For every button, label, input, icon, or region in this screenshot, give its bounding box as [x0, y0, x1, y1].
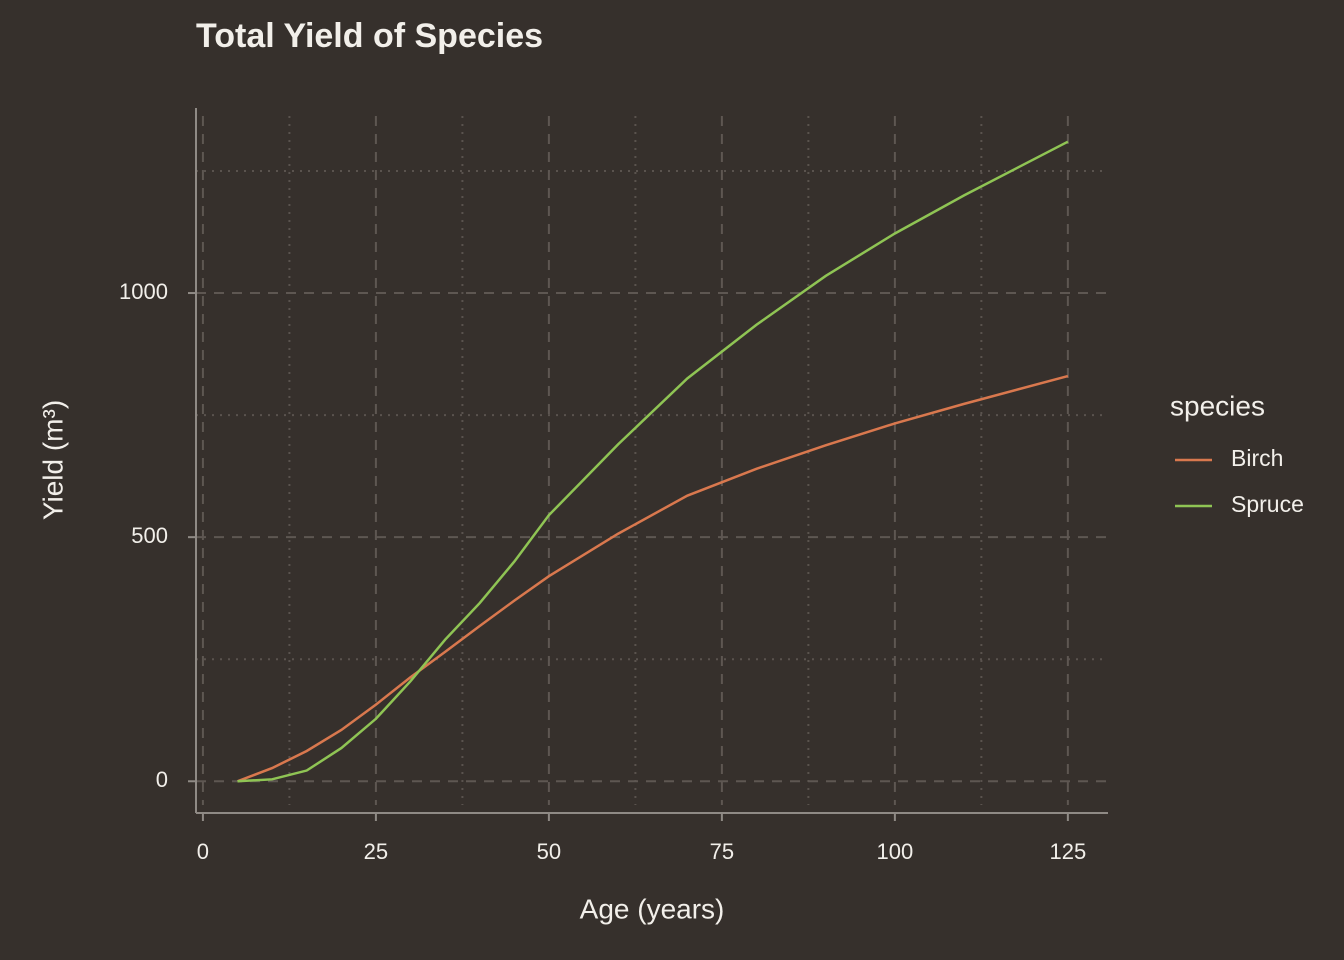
y-tick-label: 0 — [156, 767, 168, 792]
legend-label: Spruce — [1231, 491, 1304, 517]
y-tick-label: 500 — [131, 523, 168, 548]
x-tick-label: 25 — [364, 839, 388, 864]
legend-label: Birch — [1231, 445, 1283, 471]
x-tick-label: 100 — [877, 839, 914, 864]
x-tick-label: 75 — [710, 839, 734, 864]
y-axis-label: Yield (m³) — [37, 400, 68, 520]
data-line — [237, 374, 1069, 783]
x-tick-label: 0 — [197, 839, 209, 864]
y-tick-label: 1000 — [119, 279, 168, 304]
x-axis-label: Age (years) — [580, 893, 725, 924]
x-tick-label: 125 — [1050, 839, 1087, 864]
x-tick-label: 50 — [537, 839, 561, 864]
chart-title: Total Yield of Species — [196, 17, 543, 55]
legend-title: species — [1170, 390, 1265, 421]
data-line — [237, 140, 1069, 783]
